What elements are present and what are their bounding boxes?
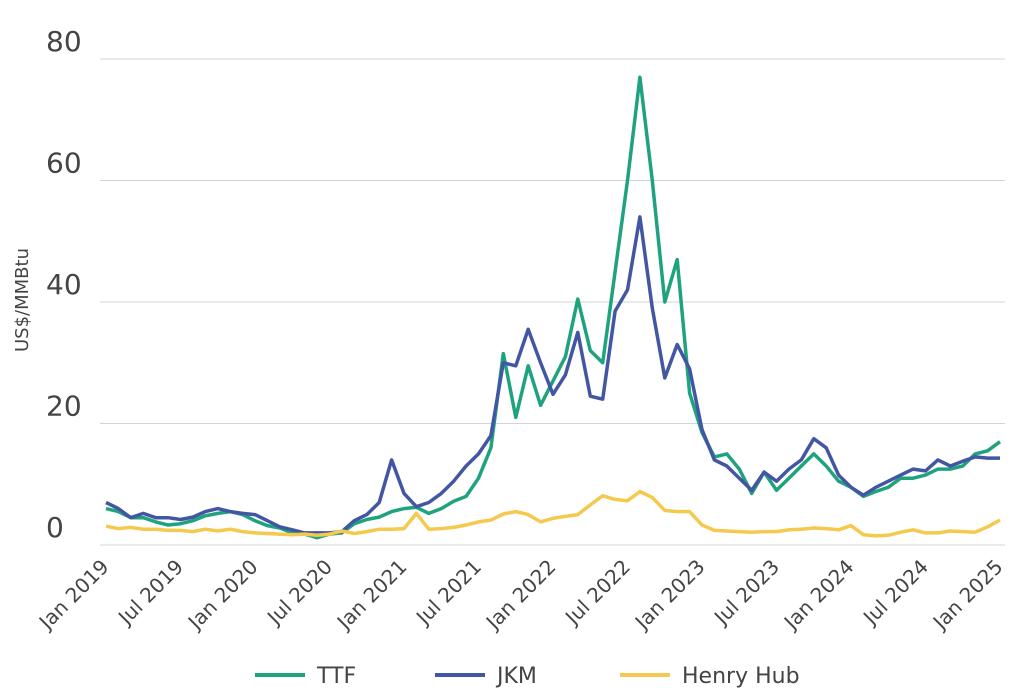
y-tick-label: 40 <box>46 268 82 301</box>
x-tick-label: Jan 2024 <box>778 555 859 636</box>
y-tick-label: 20 <box>46 390 82 423</box>
legend-label: Henry Hub <box>682 664 800 689</box>
x-tick-label: Jan 2021 <box>331 555 412 636</box>
y-tick-label: 0 <box>46 511 64 544</box>
y-tick-label: 80 <box>46 25 82 58</box>
series-line <box>105 489 1001 538</box>
x-tick-label: Jan 2022 <box>480 555 561 636</box>
x-tick-label: Jul 2019 <box>112 555 188 631</box>
x-tick-label: Jul 2023 <box>708 555 784 631</box>
legend-label: TTF <box>316 664 356 689</box>
series-line <box>105 75 1002 540</box>
x-tick-label: Jul 2021 <box>410 555 486 631</box>
x-tick-label: Jan 2025 <box>927 555 1008 636</box>
y-axis-label: US$/MMBtu <box>12 248 33 352</box>
series-line <box>105 215 1000 535</box>
x-tick-label: Jul 2020 <box>261 555 337 631</box>
x-tick-label: Jan 2019 <box>33 555 114 636</box>
x-tick-label: Jan 2020 <box>182 555 263 636</box>
y-tick-label: 60 <box>46 147 82 180</box>
x-tick-label: Jul 2022 <box>559 555 635 631</box>
x-tick-label: Jan 2023 <box>629 555 710 636</box>
legend-label: JKM <box>495 664 537 689</box>
x-tick-label: Jul 2024 <box>857 555 933 631</box>
